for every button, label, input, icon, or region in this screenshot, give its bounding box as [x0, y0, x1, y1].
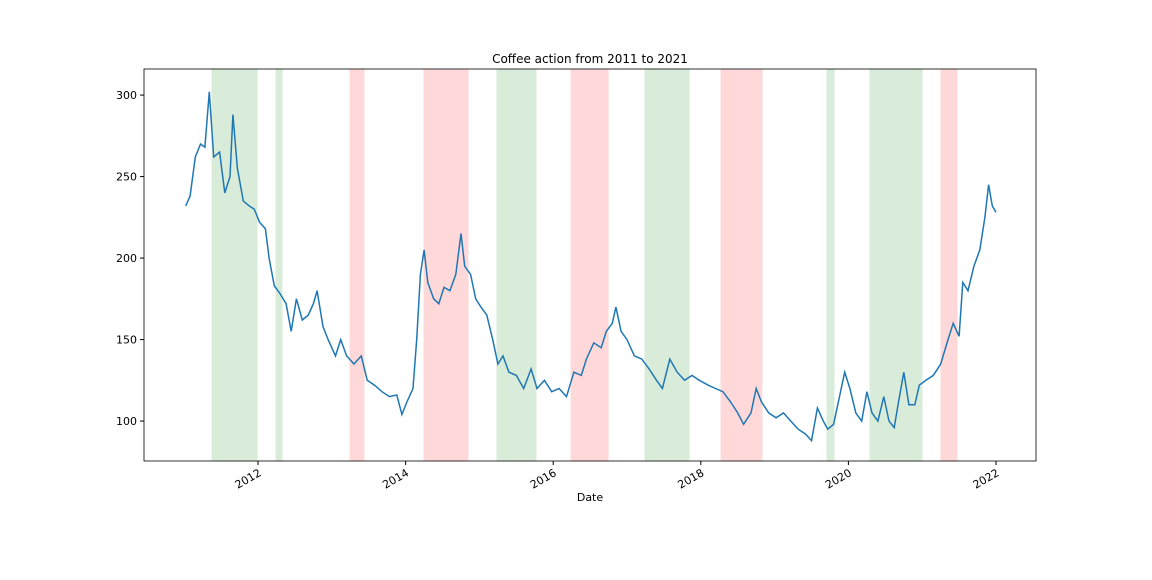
- y-tick-label: 250: [116, 171, 137, 184]
- y-tick-label: 200: [116, 252, 137, 265]
- shaded-span: [570, 68, 609, 462]
- shaded-span: [423, 68, 469, 462]
- shaded-span: [349, 68, 365, 462]
- x-tick-label: 2016: [528, 466, 559, 491]
- plot-frame: [143, 68, 1037, 462]
- y-tick-label: 100: [116, 415, 137, 428]
- shaded-span: [869, 68, 923, 462]
- shaded-span: [496, 68, 537, 462]
- x-axis-label: Date: [577, 491, 604, 504]
- x-tick-label: 2014: [380, 466, 411, 491]
- shaded-span: [940, 68, 958, 462]
- chart-title: Coffee action from 2011 to 2021: [492, 52, 688, 66]
- y-tick-label: 300: [116, 89, 137, 102]
- y-tick-label: 150: [116, 334, 137, 347]
- line: [185, 91, 997, 443]
- x-tick-label: 2020: [823, 466, 854, 491]
- x-tick-label: 2018: [676, 466, 707, 491]
- x-tick-label: 2022: [971, 466, 1002, 491]
- x-tick-label: 2012: [233, 466, 264, 491]
- shaded-span: [826, 68, 835, 462]
- shaded-span: [720, 68, 763, 462]
- shaded-span: [644, 68, 690, 462]
- shaded-span: [275, 68, 283, 462]
